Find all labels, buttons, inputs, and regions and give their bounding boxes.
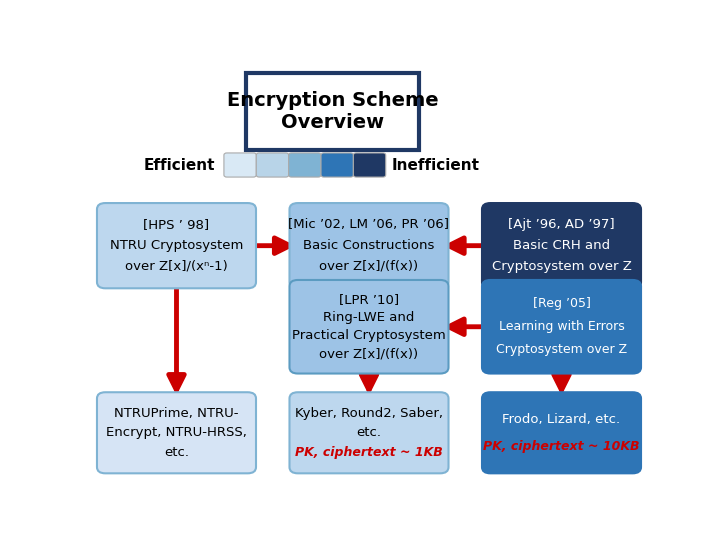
Text: Frodo, Lizard, etc.: Frodo, Lizard, etc.	[503, 413, 621, 426]
Text: Cryptosystem over Z: Cryptosystem over Z	[496, 343, 627, 356]
FancyBboxPatch shape	[289, 392, 449, 474]
FancyBboxPatch shape	[246, 73, 419, 150]
FancyBboxPatch shape	[482, 392, 641, 474]
Text: Learning with Errors: Learning with Errors	[499, 320, 624, 333]
Text: Cryptosystem over Z: Cryptosystem over Z	[492, 260, 631, 273]
Text: NTRUPrime, NTRU-: NTRUPrime, NTRU-	[114, 407, 239, 420]
Text: [LPR ’10]: [LPR ’10]	[339, 293, 399, 306]
Text: etc.: etc.	[164, 446, 189, 459]
Text: Efficient: Efficient	[144, 158, 215, 172]
Text: Basic Constructions: Basic Constructions	[303, 239, 435, 252]
FancyBboxPatch shape	[97, 392, 256, 474]
Text: [Ajt ’96, AD ’97]: [Ajt ’96, AD ’97]	[508, 218, 615, 231]
Text: Basic CRH and: Basic CRH and	[513, 239, 610, 252]
Text: Practical Cryptosystem: Practical Cryptosystem	[292, 329, 446, 342]
FancyBboxPatch shape	[256, 153, 289, 177]
Text: over Z[x]/(xⁿ-1): over Z[x]/(xⁿ-1)	[125, 260, 228, 273]
FancyBboxPatch shape	[289, 153, 321, 177]
Text: PK, ciphertext ~ 10KB: PK, ciphertext ~ 10KB	[483, 440, 640, 453]
FancyBboxPatch shape	[224, 153, 256, 177]
Text: Inefficient: Inefficient	[392, 158, 480, 172]
Text: Encrypt, NTRU-HRSS,: Encrypt, NTRU-HRSS,	[106, 426, 247, 439]
FancyBboxPatch shape	[482, 203, 641, 288]
FancyBboxPatch shape	[482, 280, 641, 374]
FancyBboxPatch shape	[289, 203, 449, 288]
Text: PK, ciphertext ~ 1KB: PK, ciphertext ~ 1KB	[295, 446, 443, 459]
Text: Encryption Scheme
Overview: Encryption Scheme Overview	[227, 91, 438, 132]
FancyBboxPatch shape	[289, 280, 449, 374]
FancyBboxPatch shape	[354, 153, 386, 177]
Text: Kyber, Round2, Saber,: Kyber, Round2, Saber,	[295, 407, 443, 420]
Text: etc.: etc.	[356, 426, 382, 439]
Text: over Z[x]/(f(x)): over Z[x]/(f(x))	[320, 260, 418, 273]
FancyBboxPatch shape	[97, 203, 256, 288]
Text: NTRU Cryptosystem: NTRU Cryptosystem	[110, 239, 243, 252]
FancyBboxPatch shape	[321, 153, 354, 177]
Text: [Reg ’05]: [Reg ’05]	[533, 297, 590, 310]
Text: Ring-LWE and: Ring-LWE and	[323, 311, 415, 324]
Text: [Mic ’02, LM ’06, PR ’06]: [Mic ’02, LM ’06, PR ’06]	[289, 218, 449, 231]
Text: [HPS ’ 98]: [HPS ’ 98]	[143, 218, 210, 231]
Text: over Z[x]/(f(x)): over Z[x]/(f(x))	[320, 347, 418, 360]
